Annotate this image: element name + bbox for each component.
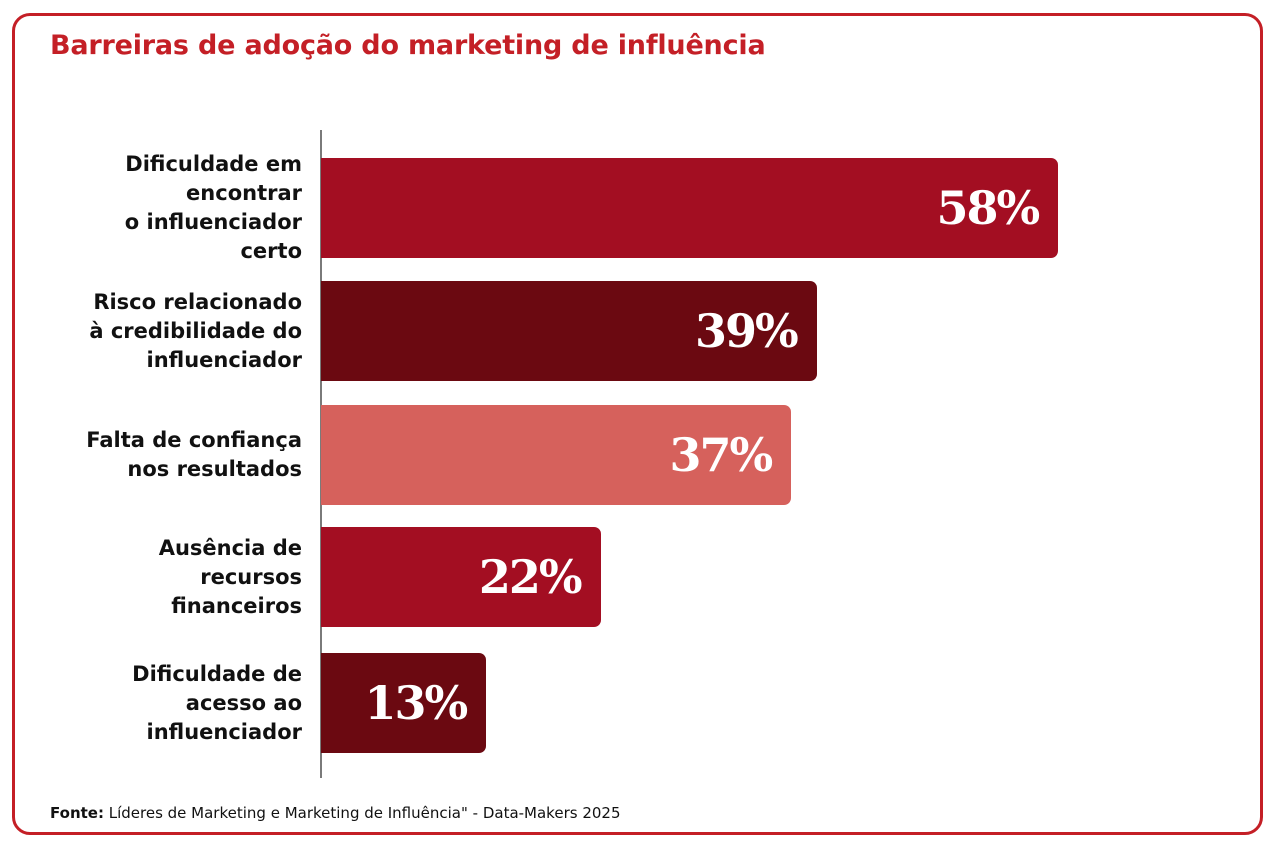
bar-value-label: 39% <box>694 304 799 358</box>
category-label-line: Dificuldade de <box>132 661 302 686</box>
source-label: Fonte: <box>50 804 104 822</box>
category-label-line: influenciador <box>146 719 303 744</box>
bar-value-label: 13% <box>364 676 468 730</box>
bar-value-label: 22% <box>478 550 583 604</box>
bar-5: 13% <box>321 653 487 753</box>
category-label: Risco relacionado à credibilidade do influ… <box>2 288 302 375</box>
chart-title: Barreiras de adoção do marketing de infl… <box>50 30 766 61</box>
category-label-line: financeiros <box>171 593 302 618</box>
bar-1: 58% <box>321 158 1059 258</box>
category-label-line: certo <box>240 239 302 263</box>
category-label-line: acesso ao <box>185 690 302 715</box>
category-label: Ausência de recursos financeiros <box>2 534 302 621</box>
category-label-line: Risco relacionado <box>93 289 302 314</box>
category-label-line: encontrar <box>186 181 302 205</box>
category-label: Dificuldade em encontrar o influenciador ce… <box>2 150 302 266</box>
category-label-line: recursos <box>200 564 302 589</box>
bar-4: 22% <box>321 527 601 627</box>
category-label: Falta de confiança nos resultados <box>2 426 302 484</box>
category-label-line: Ausência de <box>158 535 302 560</box>
bar-2: 39% <box>321 281 817 381</box>
category-label-line: à credibilidade do <box>89 318 302 343</box>
bar-3: 37% <box>321 405 792 505</box>
source-text: Líderes de Marketing e Marketing de Infl… <box>103 804 621 822</box>
source-note: Fonte: Líderes de Marketing e Marketing … <box>50 804 621 822</box>
category-label-line: Dificuldade em <box>125 152 302 176</box>
category-label-line: influenciador <box>146 347 303 372</box>
bar-value-label: 58% <box>936 181 1040 235</box>
category-label-line: Falta de confiança <box>86 428 302 452</box>
bar-value-label: 37% <box>669 428 774 482</box>
category-label: Dificuldade de acesso ao influenciador <box>2 660 302 747</box>
category-label-line: nos resultados <box>127 457 302 481</box>
category-label-line: o influenciador <box>124 210 302 234</box>
